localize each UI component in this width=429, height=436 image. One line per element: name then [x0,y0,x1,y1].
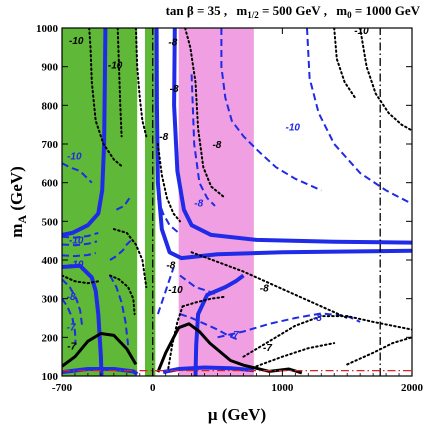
title-mhalf-val: = 500 GeV , [259,3,327,18]
x-tick-label: 1000 [271,382,294,394]
title-mhalf-m: m [236,3,247,18]
blue-thick-contour [193,273,245,376]
y-tick-label: 200 [42,332,59,344]
contour-label: -10 [69,235,84,246]
blue-dashed-contour [109,239,132,261]
blue-thick-contour [154,28,412,261]
contour-lines [62,28,412,376]
blue-thick-contour [62,28,108,237]
y-tick-label: 900 [42,62,59,74]
black-dotted-contour [184,28,227,200]
black-dotted-contour [346,336,412,366]
y-tick-label: 500 [42,216,59,228]
black-dotted-contour [116,28,123,138]
blue-dashed-contour [62,278,84,326]
green-region [144,28,156,376]
title-tanb: tan β = 35 , [166,3,228,18]
title-m0-m: m [336,3,347,18]
axis-ticks: -700 0 1000 2000 100 200 300 400 500 600 700 800 900… [36,23,424,394]
x-axis-label: μ (GeV) [208,405,266,424]
black-dotted-contour [112,228,148,289]
plot-frame [61,27,413,377]
blue-dashed-contour [156,197,180,234]
black-dotted-contour [62,274,100,285]
contour-label: -8 [166,261,175,272]
black-thick-contour [62,332,138,368]
x-tick-label: 0 [150,382,156,394]
blue-dashed-contour [62,231,99,239]
blue-dashed-contour [179,274,218,296]
contour-label: -7 [67,322,76,333]
contour-labels: -10 -10 -8 -8 -8 -10 -10 -10 -8 -8 -10 -10 -8 -7 -7 -8 -… [67,26,369,354]
title-m0-sub: 0 [347,10,352,20]
title-mhalf-sub: 1/2 [247,10,259,20]
contour-label: -8 [260,284,269,295]
blue-dashed-contour [62,162,93,184]
y-tick-label: 800 [42,100,59,112]
contour-label: -10 [286,122,301,133]
contour-label: -7 [263,343,272,354]
blue-dashed-contour [62,240,98,247]
contour-label: -7 [67,342,76,353]
contour-label: -10 [354,26,369,37]
contour-label: -10 [69,36,84,47]
black-dotted-contour [255,342,336,368]
black-dotted-contour [359,28,412,132]
black-dotted-contour [190,251,349,319]
blue-dashed-contour [220,28,322,192]
blue-dashed-contour [62,298,77,346]
contour-label: -10 [168,285,183,296]
contour-label: -10 [67,151,82,162]
y-tick-label: 300 [42,294,59,306]
title-m0-val: = 1000 GeV [352,3,421,18]
ylabel-m: m [7,224,26,238]
y-tick-label: 1000 [36,23,59,35]
black-dotted-contour [167,305,184,370]
blue-dashed-contour [62,252,96,258]
contour-label: -10 [108,61,123,72]
y-tick-label: 400 [42,255,59,267]
blue-dashed-contour [109,275,130,346]
y-tick-label: 100 [42,371,59,383]
blue-dashed-contour [115,197,131,211]
contour-label: -8 [313,313,322,324]
black-dotted-contour [333,28,356,99]
contour-label: -7 [230,330,239,341]
black-dotted-contour [88,28,124,169]
blue-thick-contour [62,263,104,376]
black-dotted-contour [109,274,136,316]
blue-dashed-contour [190,74,216,207]
y-tick-label: 700 [42,139,59,151]
plot-area: -10 -10 -8 -8 -8 -10 -10 -10 -8 -8 -10 -10 -8 -7 -7 -8 -… [62,26,412,376]
black-dotted-contour [181,295,227,308]
y-tick-label: 600 [42,178,59,190]
contour-label: -8 [159,132,168,143]
x-tick-label: -700 [52,382,73,394]
blue-thick-contour [172,28,412,245]
contour-label: -8 [194,199,203,210]
contour-label: -8 [67,292,76,303]
y-axis-label: mA (GeV) [7,166,29,237]
contour-label: -10 [69,260,84,271]
chart-title: tan β = 35 , m1/2 = 500 GeV , m0 = 1000 … [166,3,421,20]
contour-label: -8 [212,140,221,151]
black-dotted-contour [242,315,412,358]
black-dotted-contour [134,28,148,138]
contour-label: -8 [168,37,177,48]
black-dotted-contour [156,143,181,223]
ylabel-unit: (GeV) [7,166,26,215]
blue-dashed-contour [179,313,238,341]
blue-dashed-contour [156,267,175,315]
blue-dashed-contour [306,28,412,205]
ylabel-sub: A [15,215,29,224]
contour-label: -8 [170,84,179,95]
x-tick-label: 2000 [401,382,424,394]
